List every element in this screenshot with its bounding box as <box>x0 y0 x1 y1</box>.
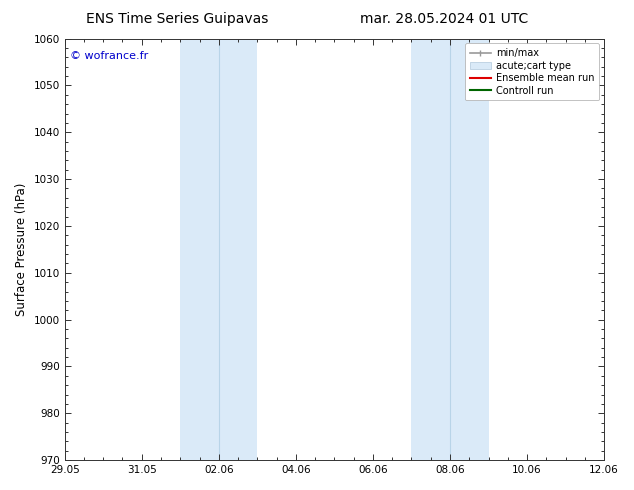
Legend: min/max, acute;cart type, Ensemble mean run, Controll run: min/max, acute;cart type, Ensemble mean … <box>465 44 599 100</box>
Bar <box>411 39 489 460</box>
Bar <box>180 39 257 460</box>
Text: mar. 28.05.2024 01 UTC: mar. 28.05.2024 01 UTC <box>359 12 528 26</box>
Text: ENS Time Series Guipavas: ENS Time Series Guipavas <box>86 12 269 26</box>
Text: © wofrance.fr: © wofrance.fr <box>70 51 148 61</box>
Y-axis label: Surface Pressure (hPa): Surface Pressure (hPa) <box>15 183 28 316</box>
